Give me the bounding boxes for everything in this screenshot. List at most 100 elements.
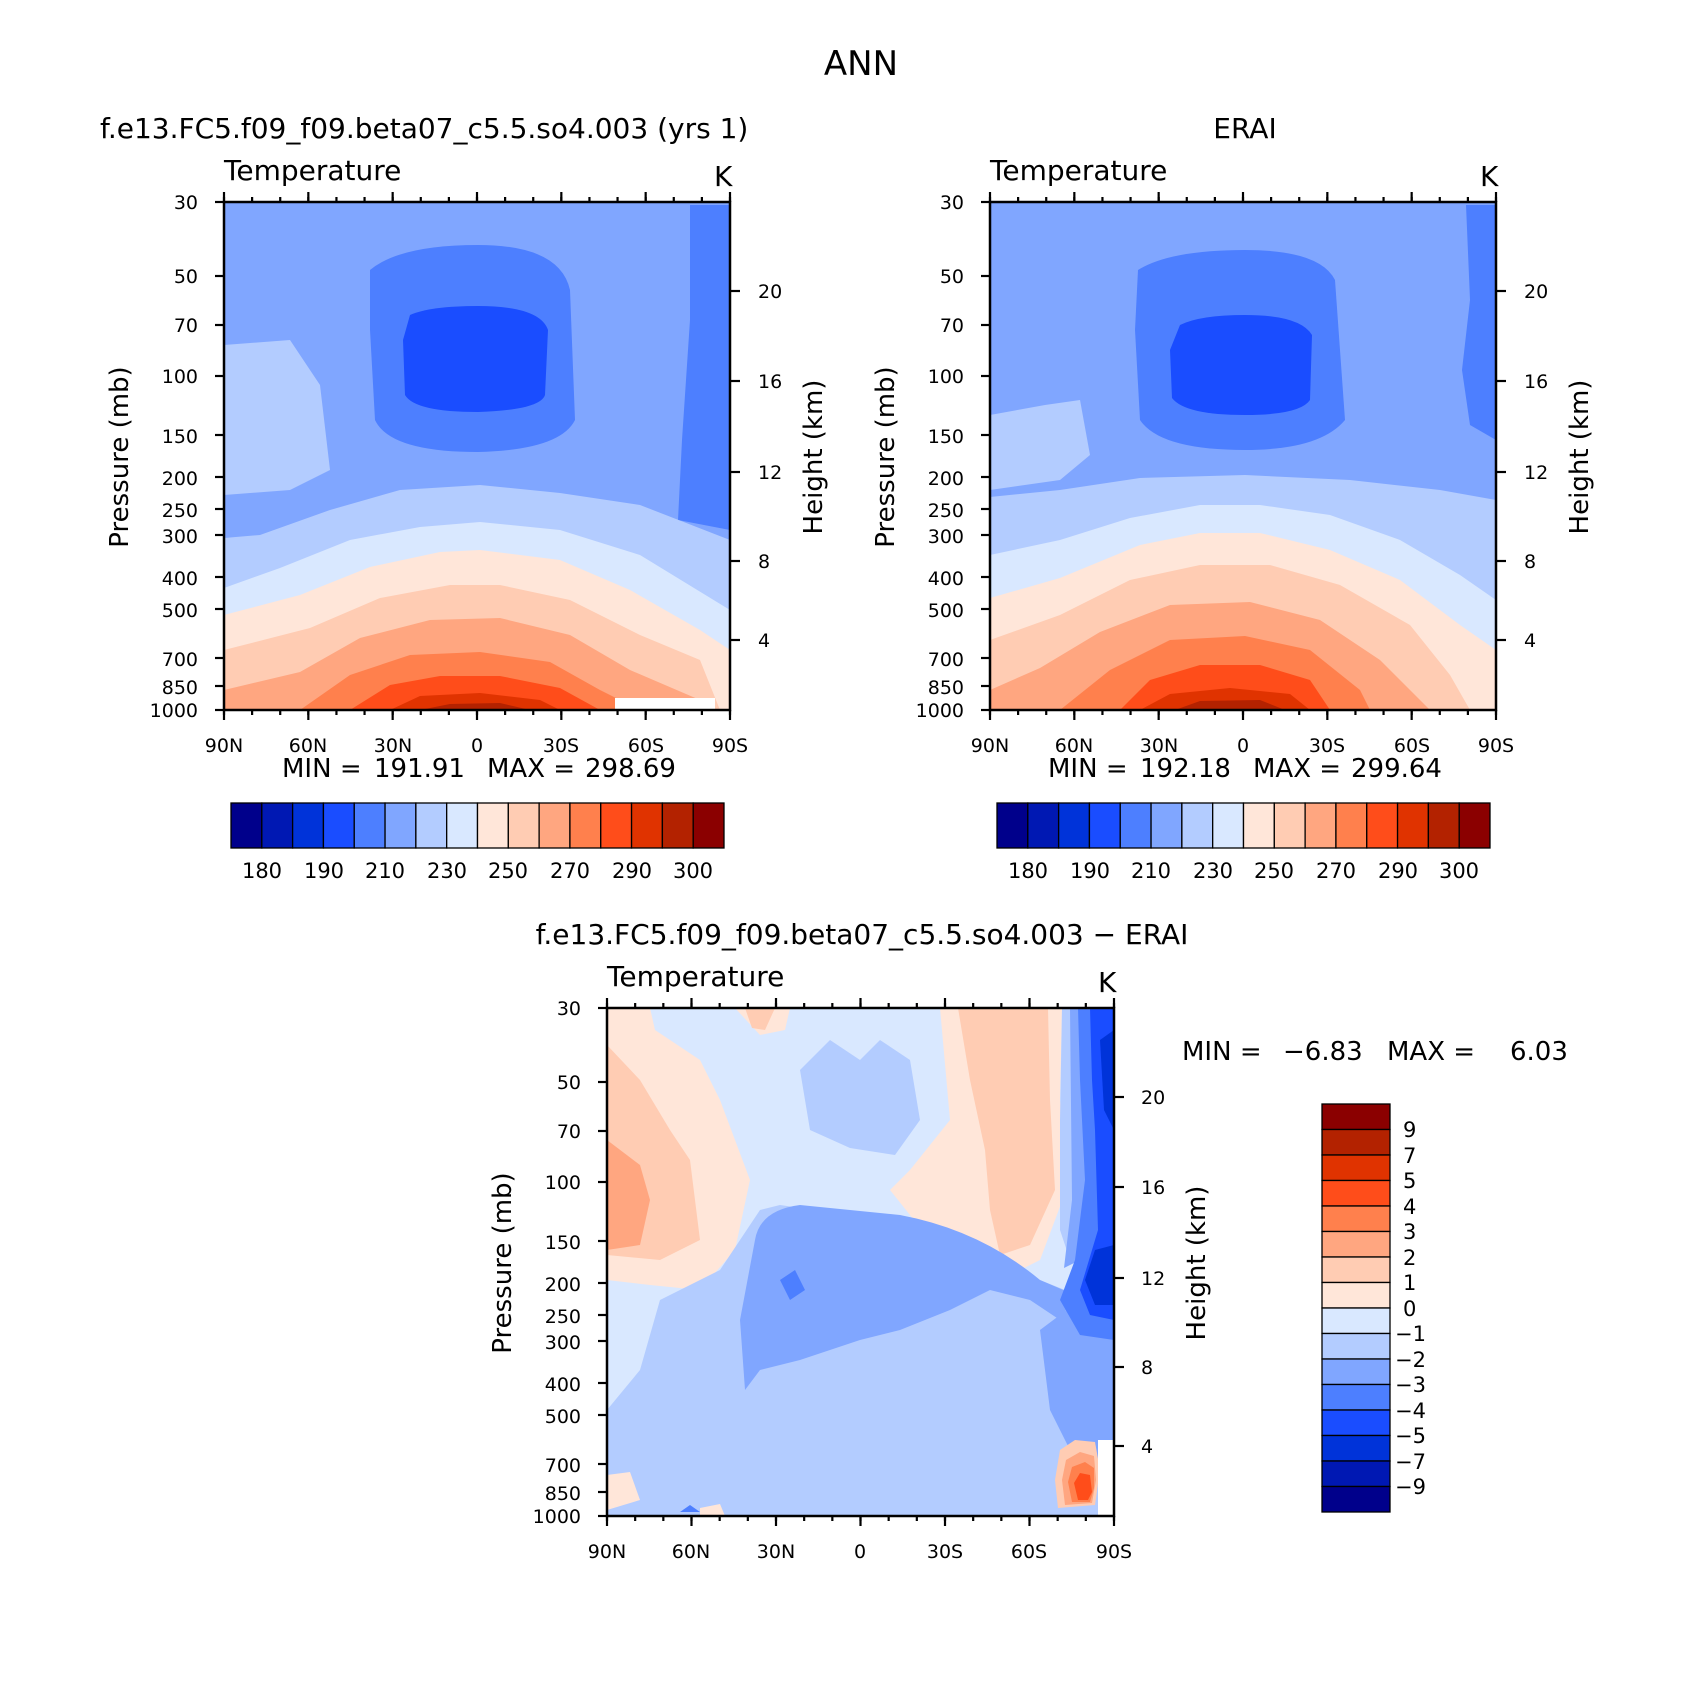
y-ticks: 30 50 70 100 150 200 250 300 400 500 700… xyxy=(150,192,198,722)
y-tick-label: 250 xyxy=(162,500,198,522)
panel-diff-subtitle: Temperature xyxy=(606,960,784,993)
colorbar-swatch xyxy=(569,802,602,849)
y-tick-label: 1000 xyxy=(916,700,964,722)
contour-band xyxy=(1085,1245,1114,1305)
y-tick-label: 200 xyxy=(545,1274,581,1296)
colorbar-swatch xyxy=(1321,1179,1391,1207)
colorbar-swatch xyxy=(1321,1434,1391,1462)
colorbar-swatch xyxy=(291,802,325,849)
colorbar-swatch xyxy=(476,802,509,849)
contour-band xyxy=(615,698,715,710)
colorbar-swatch xyxy=(600,802,633,849)
y2-tick-label: 20 xyxy=(1524,281,1548,303)
y-tick-label: 100 xyxy=(162,366,198,388)
colorbar-swatch xyxy=(353,802,386,849)
y-tick-label: 200 xyxy=(162,468,198,490)
y-tick-label: 50 xyxy=(557,1072,581,1094)
colorbar-label: 2 xyxy=(1403,1246,1416,1270)
colorbar-label: 190 xyxy=(304,859,344,883)
colorbar-swatch xyxy=(1027,802,1060,849)
min-label: MIN = xyxy=(282,754,362,784)
colorbar-swatch xyxy=(1321,1230,1391,1258)
y-tick-label: 70 xyxy=(940,315,964,337)
colorbar-label: 210 xyxy=(365,859,405,883)
contour-band xyxy=(420,703,530,710)
x-ticks: 90N 60N 30N 0 30S 60S 90S xyxy=(971,735,1514,757)
y-tick-label: 50 xyxy=(940,266,964,288)
x-tick-label: 60N xyxy=(289,735,327,757)
x-tick-label: 30S xyxy=(543,735,579,757)
contour-band xyxy=(745,1008,775,1030)
colorbar-swatch xyxy=(1396,802,1430,849)
colorbar-swatch xyxy=(1366,802,1399,849)
y-tick-label: 1000 xyxy=(533,1506,581,1528)
contour-band xyxy=(403,306,548,412)
colorbar-swatch xyxy=(415,802,448,849)
colorbar-label: −3 xyxy=(1395,1373,1426,1397)
colorbar-label: 290 xyxy=(1378,859,1418,883)
colorbar-label: 4 xyxy=(1403,1195,1416,1219)
colorbar-swatch xyxy=(1321,1383,1391,1411)
colorbar-swatch xyxy=(1150,802,1183,849)
colorbar-swatch xyxy=(1321,1154,1391,1182)
x-tick-label: 90S xyxy=(712,735,748,757)
contour-band xyxy=(1175,700,1285,710)
x-tick-label: 0 xyxy=(854,1541,866,1563)
y-tick-label: 30 xyxy=(174,192,198,214)
y-tick-label: 500 xyxy=(545,1406,581,1428)
colorbar-swatch xyxy=(1181,802,1214,849)
panel-erai-title: ERAI xyxy=(1213,112,1276,145)
y-tick-label: 30 xyxy=(940,192,964,214)
colorbar-swatch xyxy=(1458,802,1491,849)
colorbar-swatch xyxy=(1321,1103,1391,1131)
colorbar-label: 270 xyxy=(550,859,590,883)
y-tick-label: 500 xyxy=(162,600,198,622)
max-label: MAX = xyxy=(1387,1037,1475,1067)
y-ticks: 30 50 70 100 150 200 250 300 400 500 700… xyxy=(533,998,581,1528)
panel-diff-title: f.e13.FC5.f09_f09.beta07_c5.5.so4.003 − … xyxy=(536,918,1189,951)
y-axis-label: Pressure (mb) xyxy=(871,366,901,547)
colorbar-swatch xyxy=(1321,1485,1391,1513)
min-max-readout: MIN = −6.83 MAX = 6.03 xyxy=(1182,1037,1568,1067)
max-value: 299.64 xyxy=(1351,754,1442,784)
panel-model: f.e13.FC5.f09_f09.beta07_c5.5.so4.003 (y… xyxy=(100,112,829,883)
colorbar-swatch xyxy=(1119,802,1152,849)
colorbar-swatch xyxy=(1335,802,1368,849)
colorbar-swatch xyxy=(1088,802,1121,849)
colorbar-label: 270 xyxy=(1316,859,1356,883)
y-tick-label: 850 xyxy=(928,677,964,699)
y-tick-label: 300 xyxy=(162,526,198,548)
figure-title: ANN xyxy=(824,44,898,84)
x-ticks: 90N 60N 30N 0 30S 60S 90S xyxy=(205,735,748,757)
colorbar-swatch xyxy=(1242,802,1275,849)
y-tick-label: 300 xyxy=(928,526,964,548)
x-tick-label: 90N xyxy=(205,735,243,757)
x-tick-label: 60S xyxy=(628,735,664,757)
colorbar-swatch xyxy=(692,802,725,849)
colorbar-swatch xyxy=(1057,802,1091,849)
y-tick-label: 250 xyxy=(928,500,964,522)
y-tick-label: 850 xyxy=(545,1483,581,1505)
y2-tick-label: 16 xyxy=(1141,1177,1165,1199)
colorbar-label: 250 xyxy=(1254,859,1294,883)
max-value: 6.03 xyxy=(1510,1037,1568,1067)
colorbar-swatch xyxy=(1304,802,1337,849)
colorbar-swatch xyxy=(538,802,571,849)
contour-band xyxy=(1170,315,1312,415)
colorbar: 180 190 210 230 250 270 290 300 xyxy=(230,802,725,883)
x-tick-label: 30N xyxy=(1140,735,1178,757)
max-value: 298.69 xyxy=(585,754,676,784)
y-tick-label: 50 xyxy=(174,266,198,288)
colorbar-label: 210 xyxy=(1131,859,1171,883)
colorbar-label: 190 xyxy=(1070,859,1110,883)
panel-model-contours xyxy=(224,202,730,710)
contour-band xyxy=(1462,205,1496,440)
colorbar-label: 9 xyxy=(1403,1118,1416,1142)
y2-axis-label: Height (km) xyxy=(1182,1186,1212,1341)
colorbar-label: 180 xyxy=(1008,859,1048,883)
y2-tick-label: 8 xyxy=(758,551,770,573)
y-tick-label: 200 xyxy=(928,468,964,490)
colorbar-swatch xyxy=(1321,1281,1391,1309)
y2-tick-label: 4 xyxy=(1524,630,1536,652)
y-tick-label: 400 xyxy=(928,568,964,590)
